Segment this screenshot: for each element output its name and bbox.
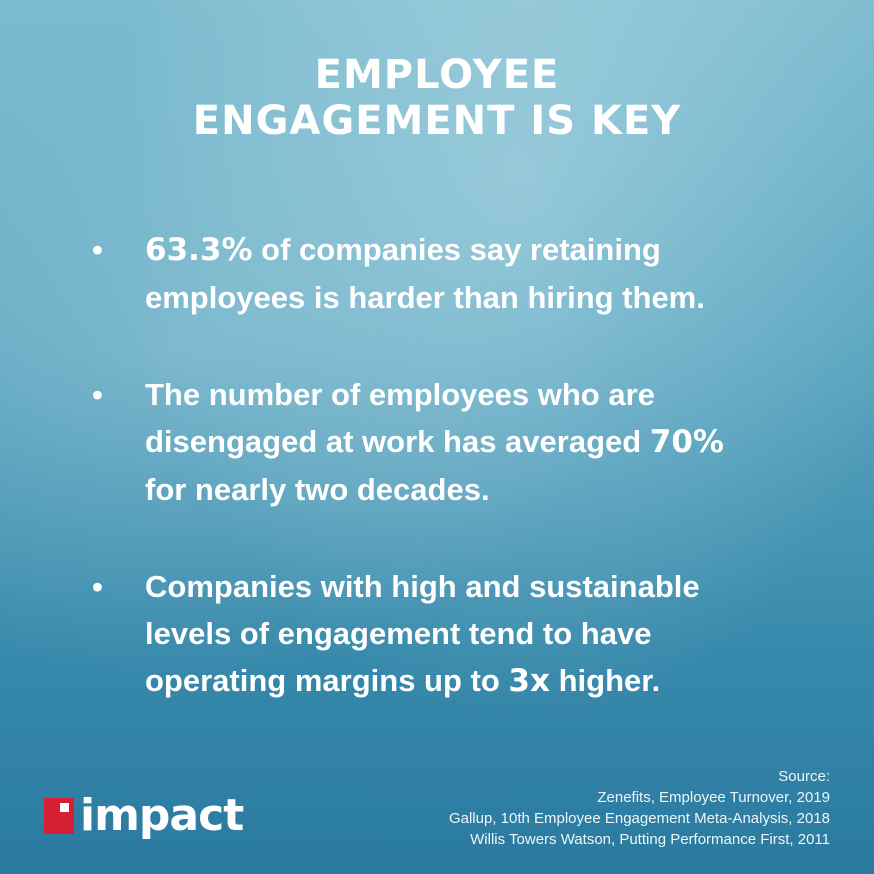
logo: impact	[44, 790, 244, 841]
bullet: Companies with high and sustainable leve…	[92, 563, 772, 705]
emphasis: 63.3%	[145, 232, 253, 268]
bullet-list: 63.3% of companies say retaining employe…	[92, 226, 772, 755]
bullet: 63.3% of companies say retaining employe…	[92, 226, 772, 321]
bullet-text: for nearly two decades.	[145, 472, 490, 507]
title: EMPLOYEE ENGAGEMENT IS KEY	[0, 52, 874, 144]
source-line: Willis Towers Watson, Putting Performanc…	[470, 831, 830, 848]
bullet-text: of companies say retaining employees is …	[145, 232, 705, 315]
title-line: EMPLOYEE	[314, 52, 560, 98]
bullet-text: Companies with high and sustainable leve…	[145, 569, 700, 698]
logo-text: impact	[80, 790, 244, 841]
logo-mark	[44, 797, 74, 834]
title-line: ENGAGEMENT IS KEY	[192, 98, 682, 144]
source-heading: Source:	[778, 768, 830, 785]
bullet-text: The number of employees who are disengag…	[145, 377, 655, 459]
bullet-text: higher.	[549, 663, 661, 698]
emphasis: 70%	[649, 424, 724, 460]
source: Source: Zenefits, Employee Turnover, 201…	[449, 766, 830, 850]
bullet: The number of employees who are disengag…	[92, 371, 772, 513]
emphasis: 3x	[508, 663, 550, 699]
source-line: Gallup, 10th Employee Engagement Meta-An…	[448, 810, 830, 827]
source-line: Zenefits, Employee Turnover, 2019	[597, 789, 830, 806]
